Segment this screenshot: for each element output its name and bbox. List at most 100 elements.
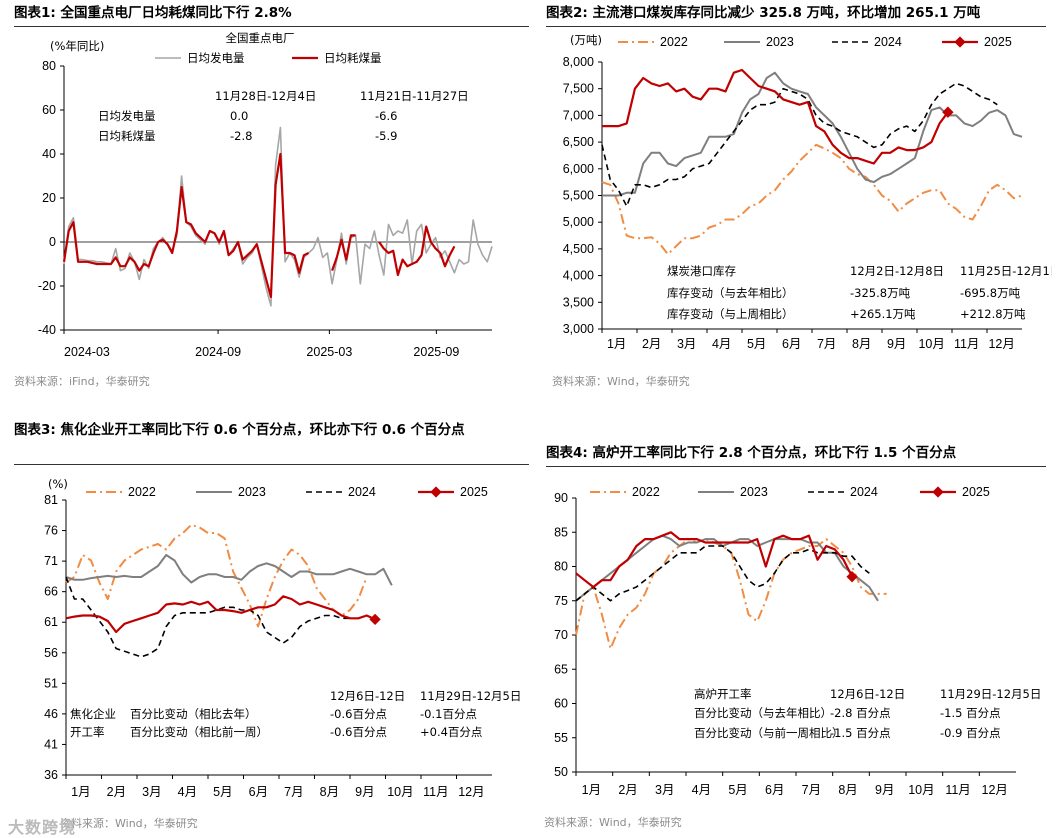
x-tick-label: 6月: [782, 337, 801, 351]
table-header: 12月6日-12日: [830, 687, 905, 701]
chart2-title-rule: [546, 26, 1046, 27]
chart3-source: 资料来源：Wind，华泰研究: [60, 817, 198, 830]
x-tick-label: 7月: [817, 337, 836, 351]
chart3-title-rule: [14, 464, 529, 465]
table-header: 11月25日-12月1日: [960, 264, 1052, 278]
y-axis-label: (%): [48, 477, 68, 491]
chart1-plot: 80 60 40 20 0 -20 -40 2024-03 2024-09 2025-03 2025…: [38, 31, 493, 359]
x-tick-label: 3月: [142, 785, 161, 799]
x-tick-label: 4月: [178, 785, 197, 799]
chart4-title-rule: [546, 466, 1046, 467]
y-tick-label: 6,000: [563, 162, 594, 176]
watermark: 大数跨境: [8, 818, 77, 837]
table-group-label: 焦化企业: [70, 707, 116, 721]
table-row-label: 库存变动（与上周相比）: [667, 307, 794, 321]
table-row-label: 百分比变动（相比前一周）: [130, 725, 268, 739]
x-tick-label: 8月: [852, 337, 871, 351]
legend-label: 2023: [740, 485, 768, 499]
y-tick-label: 20: [42, 191, 56, 205]
legend-label: 日均发电量: [187, 51, 245, 65]
end-marker: [942, 106, 954, 118]
y-tick-label: 7,000: [563, 108, 594, 122]
y-tick-label: 7,500: [563, 82, 594, 96]
y-tick-label: 55: [554, 731, 568, 745]
series-line-2025: [575, 531, 854, 589]
x-tick-label: 2月: [107, 785, 126, 799]
y-tick-label: 56: [44, 646, 58, 660]
chart3-plot: 81 76 71 66 61 56 51 46 41 36 1月 2月 3月 4月 5月 6月 7月 8月 9月 10…: [44, 477, 521, 799]
x-tick-label: 2024-09: [195, 345, 241, 359]
y-tick-label: 81: [44, 493, 58, 507]
x-tick-label: 5月: [213, 785, 232, 799]
table-row-label: 日均发电量: [98, 109, 156, 123]
x-tick-label: 6月: [765, 783, 784, 797]
table-cell: -5.9: [375, 129, 397, 143]
y-tick-label: 3,500: [563, 295, 594, 309]
table-header: 11月21日-11月27日: [360, 89, 469, 103]
y-tick-label: 85: [554, 525, 568, 539]
legend-label: 2022: [128, 485, 156, 499]
y-tick-label: 3,000: [563, 322, 594, 336]
x-tick-label: 2月: [618, 783, 637, 797]
series-line-2024: [575, 545, 870, 602]
x-tick-label: 4月: [692, 783, 711, 797]
y-tick-label: 80: [554, 560, 568, 574]
legend-label: 2024: [850, 485, 878, 499]
series-line-2023: [65, 554, 393, 586]
x-tick-label: 12月: [988, 337, 1014, 351]
table-header: 煤炭港口库存: [667, 264, 736, 278]
table-cell: +212.8万吨: [960, 307, 1026, 321]
chart3-title: 图表3: 焦化企业开工率同比下行 0.6 个百分点，环比亦下行 0.6 个百分点: [14, 422, 465, 438]
chart4-plot: 90 85 80 75 70 65 60 55 50 1月 2月 3月 4月 5月 6月 7月 8月 9月 10月 1…: [554, 485, 1041, 797]
x-tick-label: 11月: [954, 337, 979, 351]
legend-label: 2023: [766, 35, 794, 49]
y-tick-label: 36: [44, 768, 58, 782]
chart1-title-rule: [14, 26, 529, 27]
y-tick-label: 71: [44, 554, 58, 568]
x-tick-label: 8月: [320, 785, 339, 799]
table-row-label: 百分比变动（相比去年）: [130, 707, 257, 721]
chart2-plot: 8,000 7,500 7,000 6,500 6,000 5,500 5,000 4,500…: [563, 33, 1052, 351]
x-tick-label: 9月: [875, 783, 894, 797]
x-tick-label: 11月: [423, 785, 448, 799]
x-tick-label: 5月: [728, 783, 747, 797]
series-line-2024: [65, 576, 359, 658]
x-tick-label: 2025-09: [413, 345, 459, 359]
table-header: 高炉开工率: [694, 687, 752, 701]
y-tick-label: 75: [554, 594, 568, 608]
y-tick-label: -40: [38, 323, 56, 337]
legend-label: 日均耗煤量: [324, 51, 382, 65]
legend-marker: [954, 36, 966, 48]
y-tick-label: 70: [554, 628, 568, 642]
y-tick-label: 40: [42, 147, 56, 161]
legend-label: 2025: [460, 485, 488, 499]
legend-label: 2022: [660, 35, 688, 49]
y-tick-label: 4,000: [563, 269, 594, 283]
x-tick-label: 8月: [838, 783, 857, 797]
table-cell: -0.6百分点: [330, 725, 387, 739]
y-tick-label: 90: [554, 491, 568, 505]
series-line-日均耗煤量: [62, 152, 456, 299]
table-cell: -695.8万吨: [960, 286, 1021, 300]
y-tick-label: 6,500: [563, 135, 594, 149]
y-tick-label: 61: [44, 615, 58, 629]
series-line-2023: [602, 71, 1023, 197]
table-group-label: 开工率: [70, 725, 105, 739]
y-tick-label: 46: [44, 707, 58, 721]
table-row-label: 日均耗煤量: [98, 129, 156, 143]
chart2-source: 资料来源：Wind，华泰研究: [552, 375, 690, 388]
legend-label: 2024: [874, 35, 902, 49]
y-tick-label: 76: [44, 524, 58, 538]
series-line-2025: [65, 595, 376, 634]
chart1-source: 资料来源：iFind，华泰研究: [14, 375, 150, 388]
legend-label: 2025: [984, 35, 1012, 49]
x-tick-label: 5月: [747, 337, 766, 351]
x-tick-label: 1月: [582, 783, 601, 797]
legend-label: 2024: [348, 485, 376, 499]
x-tick-label: 12月: [982, 783, 1008, 797]
chart1-title: 图表1: 全国重点电厂日均耗煤同比下行 2.8%: [14, 5, 292, 21]
series-line-日均发电量: [63, 126, 493, 307]
table-cell: -0.9 百分点: [940, 726, 1001, 740]
chart4-title: 图表4: 高炉开工率同比下行 2.8 个百分点，环比下行 1.5 个百分点: [546, 445, 957, 461]
x-tick-label: 9月: [887, 337, 906, 351]
